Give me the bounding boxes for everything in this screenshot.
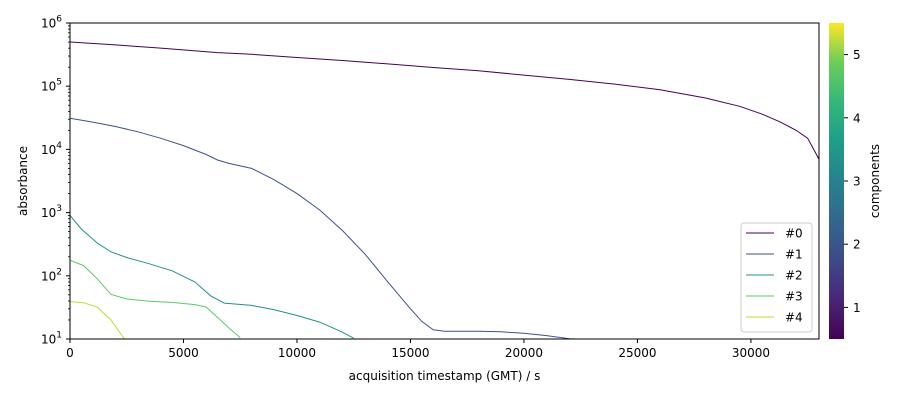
colorbar-tick-label: 5: [853, 48, 861, 62]
series-line-2: [70, 215, 354, 339]
colorbar-label: components: [868, 144, 882, 218]
colorbar-tick-label: 4: [853, 111, 861, 125]
legend-label: #0: [785, 227, 803, 241]
legend-box: [740, 222, 813, 333]
legend-label: #2: [785, 269, 803, 283]
x-axis-label: acquisition timestamp (GMT) / s: [349, 369, 541, 383]
y-tick-label: 105: [41, 78, 62, 94]
y-tick-label: 103: [41, 204, 62, 220]
x-tick-label: 10000: [278, 346, 316, 360]
legend-label: #1: [785, 248, 803, 262]
x-tick-label: 0: [66, 346, 74, 360]
legend: #0 #1 #2 #3 #4: [740, 222, 813, 333]
plot-area: [70, 23, 819, 339]
series-line-1: [70, 117, 577, 339]
y-tick-label: 101: [41, 331, 62, 347]
colorbar-tick-label: 3: [853, 175, 861, 189]
colorbar-tick-label: 2: [853, 238, 861, 252]
colorbar: 1 2 3 4 5 components: [829, 23, 882, 339]
y-tick-label: 104: [41, 141, 62, 157]
colorbar-tick-label: 1: [853, 301, 861, 315]
plot-frame: [69, 22, 820, 340]
x-tick-label: 5000: [168, 346, 199, 360]
series-line-4: [70, 301, 125, 339]
x-axis-ticks: 0 5000 10000 15000 20000 25000 30000: [66, 339, 770, 360]
colorbar-gradient: [829, 23, 844, 339]
legend-label: #3: [785, 290, 803, 304]
legend-label: #4: [785, 311, 803, 325]
series-line-3: [70, 259, 241, 339]
series-line-0: [70, 41, 819, 160]
y-tick-label: 102: [41, 267, 62, 283]
y-axis-ticks: 101 102 103 104 105 106: [41, 15, 70, 347]
colorbar-ticks: 1 2 3 4 5: [844, 48, 861, 315]
x-tick-label: 25000: [618, 346, 656, 360]
x-tick-label: 20000: [505, 346, 543, 360]
x-tick-label: 15000: [391, 346, 429, 360]
series-layer: [70, 41, 819, 339]
y-axis-label: absorbance: [16, 146, 30, 216]
y-tick-label: 106: [41, 15, 62, 31]
x-tick-label: 30000: [732, 346, 770, 360]
